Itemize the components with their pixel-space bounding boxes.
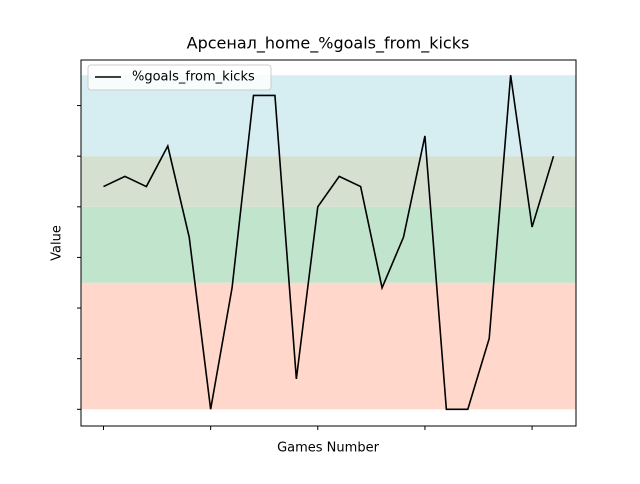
y-axis-label: Value <box>50 225 65 261</box>
band <box>81 156 576 207</box>
band <box>81 282 576 410</box>
band <box>81 206 576 283</box>
plot-frame <box>80 59 577 427</box>
legend-box <box>87 64 272 91</box>
legend-label: %goals_from_kicks <box>132 70 255 85</box>
line <box>103 75 555 411</box>
chart-title: Арсенал_home_%goals_from_kicks <box>187 34 470 54</box>
x-axis-label: Games Number <box>277 441 379 456</box>
